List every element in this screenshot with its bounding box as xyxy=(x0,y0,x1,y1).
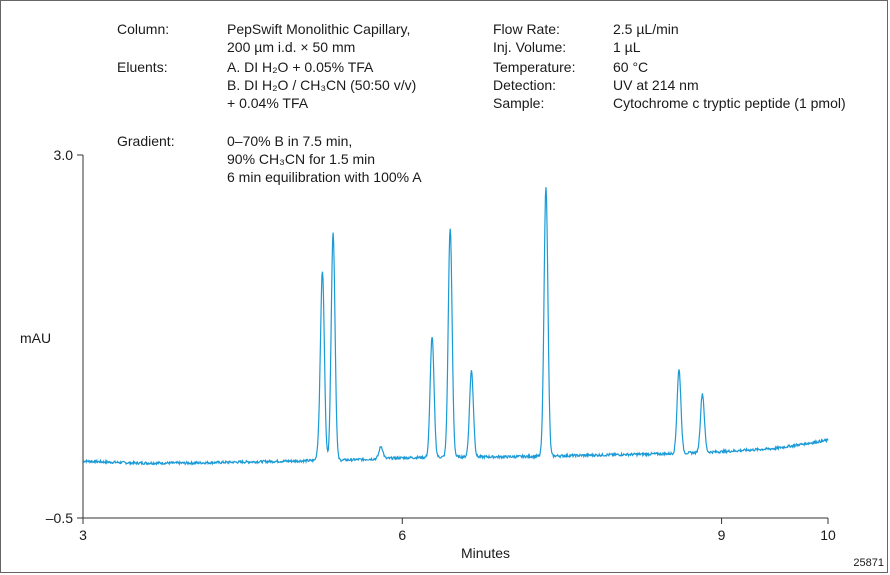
detection-label: Detection: xyxy=(493,77,557,93)
x-tick-label: 10 xyxy=(820,527,836,543)
inj-volume-label: Inj. Volume: xyxy=(493,39,567,55)
column-label: Column: xyxy=(117,21,170,37)
sample-value: Cytochrome c tryptic peptide (1 pmol) xyxy=(613,95,846,111)
gradient-line1: 0–70% B in 7.5 min, xyxy=(227,133,353,149)
gradient-label: Gradient: xyxy=(117,133,175,149)
detection-value: UV at 214 nm xyxy=(613,77,699,93)
gradient-line2: 90% CH₃CN for 1.5 min xyxy=(227,151,376,167)
y-tick-label: 3.0 xyxy=(54,147,74,163)
y-axis-label: mAU xyxy=(20,330,52,346)
x-axis-title: Minutes xyxy=(461,545,510,561)
column-value-line2: 200 µm i.d. × 50 mm xyxy=(227,39,356,55)
temperature-value: 60 °C xyxy=(613,59,649,75)
column-value-line1: PepSwift Monolithic Capillary, xyxy=(227,21,411,37)
eluent-b: B. DI H₂O / CH₃CN (50:50 v/v) xyxy=(227,77,417,93)
eluent-b-additive: + 0.04% TFA xyxy=(227,95,309,111)
figure-code: 25871 xyxy=(853,557,884,569)
inj-volume-value: 1 µL xyxy=(613,39,641,55)
x-tick-label: 3 xyxy=(79,527,87,543)
axis-ticks: 3 6 9 10 3.0 –0.5 xyxy=(46,147,836,543)
flow-rate-label: Flow Rate: xyxy=(493,21,560,37)
eluent-a: A. DI H₂O + 0.05% TFA xyxy=(227,59,374,75)
sample-label: Sample: xyxy=(493,95,545,111)
flow-rate-value: 2.5 µL/min xyxy=(613,21,679,37)
temperature-label: Temperature: xyxy=(493,59,576,75)
eluents-label: Eluents: xyxy=(117,59,168,75)
x-tick-label: 6 xyxy=(398,527,406,543)
y-tick-label: –0.5 xyxy=(46,510,73,526)
x-tick-label: 9 xyxy=(718,527,726,543)
gradient-line3: 6 min equilibration with 100% A xyxy=(227,169,422,185)
chromatogram-trace xyxy=(82,187,829,466)
